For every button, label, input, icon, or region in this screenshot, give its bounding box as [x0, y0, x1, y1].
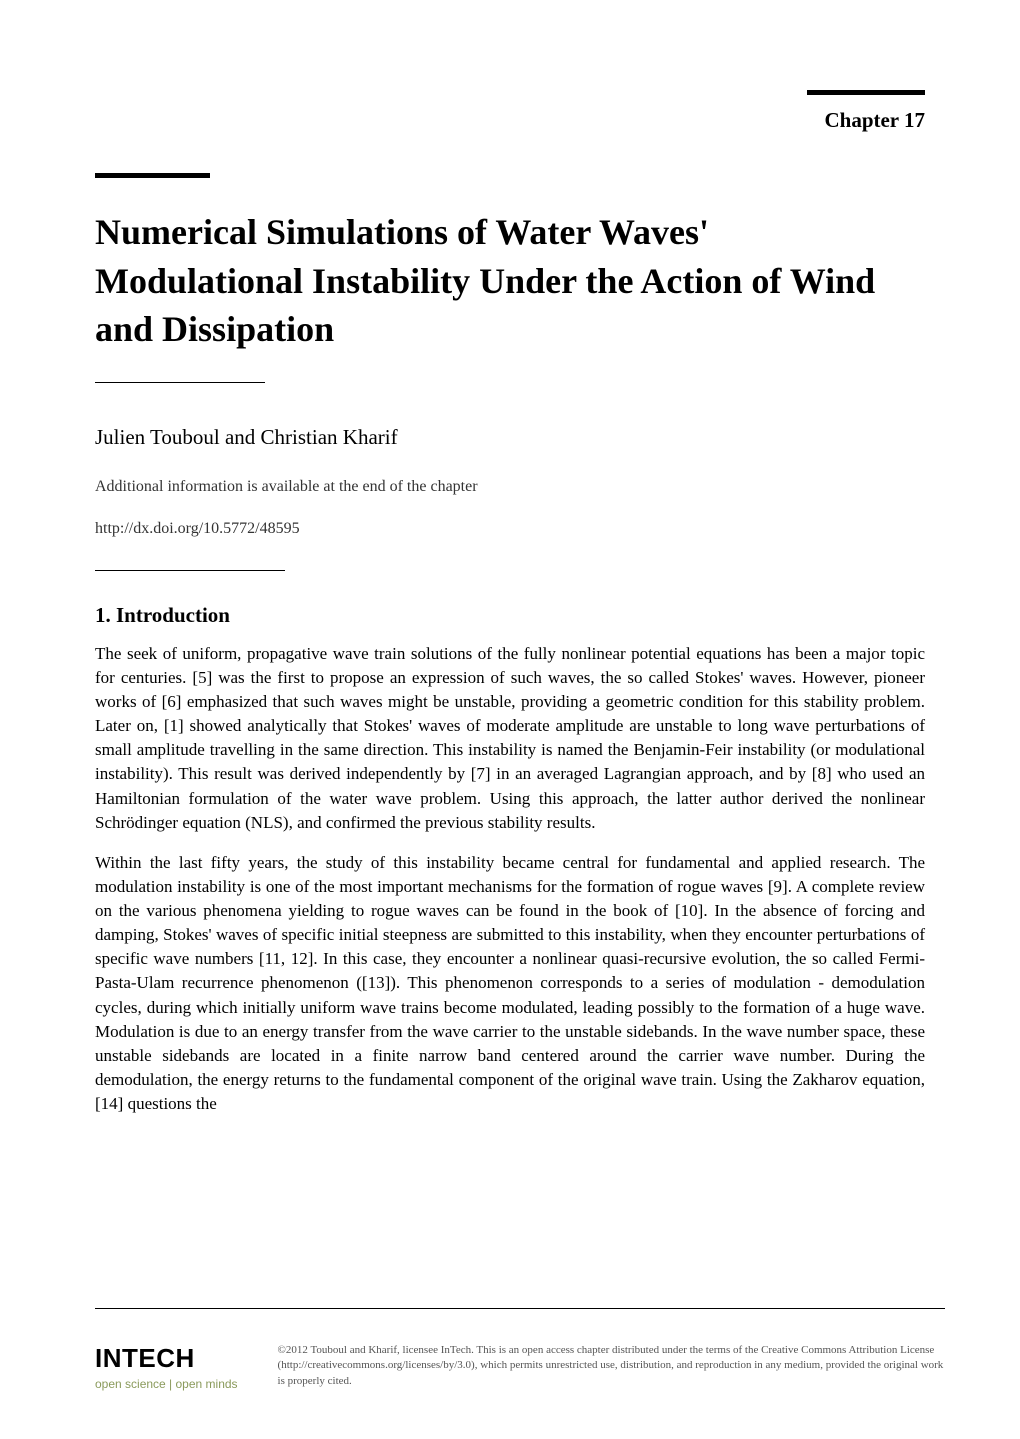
logo-tagline: open science | open minds [95, 1377, 238, 1391]
divider-under-title [95, 382, 265, 383]
title-rule [95, 173, 210, 178]
divider-under-doi [95, 570, 285, 571]
authors: Julien Touboul and Christian Kharif [95, 425, 925, 450]
chapter-rule [807, 90, 925, 95]
page-title: Numerical Simulations of Water Waves' Mo… [95, 208, 925, 354]
logo-text: INTECH [95, 1343, 195, 1374]
chapter-label: Chapter 17 [824, 108, 925, 132]
footer-divider [95, 1308, 945, 1309]
section-heading-introduction: 1. Introduction [95, 603, 925, 628]
body-paragraph: Within the last fifty years, the study o… [95, 851, 925, 1116]
footer: INTECH open science | open minds ©2012 T… [95, 1343, 945, 1391]
publisher-logo: INTECH open science | open minds [95, 1343, 238, 1391]
additional-info: Additional information is available at t… [95, 478, 925, 496]
copyright-notice: ©2012 Touboul and Kharif, licensee InTec… [278, 1343, 945, 1389]
chapter-label-block: Chapter 17 [95, 90, 925, 133]
doi-link: http://dx.doi.org/10.5772/48595 [95, 520, 925, 538]
body-paragraph: The seek of uniform, propagative wave tr… [95, 642, 925, 835]
